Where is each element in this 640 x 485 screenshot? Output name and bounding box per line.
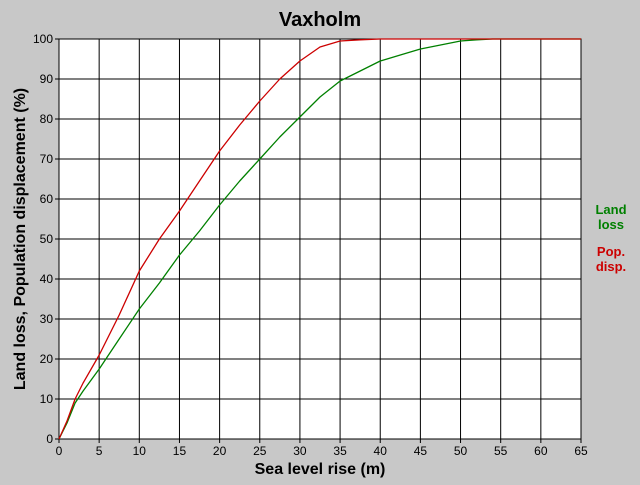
y-tick-label: 0 bbox=[46, 432, 53, 446]
x-tick-label: 50 bbox=[454, 444, 468, 458]
series-layer bbox=[58, 38, 581, 440]
chart-title: Vaxholm bbox=[279, 9, 361, 31]
y-tick-label: 10 bbox=[40, 392, 54, 406]
y-tick-label: 60 bbox=[40, 192, 54, 206]
legend-label: Land bbox=[595, 202, 626, 217]
y-tick-label: 80 bbox=[40, 112, 54, 126]
y-axis-label: Land loss, Population displacement (%) bbox=[12, 88, 29, 390]
x-tick-labels: 0 5 10 15 20 25 30 35 40 45 50 55 60 65 bbox=[56, 444, 588, 458]
y-tick-label: 30 bbox=[40, 312, 54, 326]
y-tick-label: 50 bbox=[40, 232, 54, 246]
y-tick-label: 90 bbox=[40, 72, 54, 86]
y-tick-labels: 0 10 20 30 40 50 60 70 80 90 100 bbox=[33, 32, 53, 446]
x-tick-label: 40 bbox=[374, 444, 388, 458]
y-tick-label: 40 bbox=[40, 272, 54, 286]
legend-label: loss bbox=[598, 217, 624, 232]
x-tick-label: 0 bbox=[56, 444, 63, 458]
x-tick-label: 35 bbox=[333, 444, 347, 458]
y-tick-label: 70 bbox=[40, 152, 54, 166]
x-tick-label: 20 bbox=[213, 444, 227, 458]
y-tick-label: 100 bbox=[33, 32, 53, 46]
x-tick-label: 5 bbox=[96, 444, 103, 458]
y-tick-label: 20 bbox=[40, 352, 54, 366]
legend-label: Pop. bbox=[597, 244, 625, 259]
x-tick-label: 45 bbox=[414, 444, 428, 458]
x-tick-label: 60 bbox=[534, 444, 548, 458]
x-tick-label: 55 bbox=[494, 444, 508, 458]
series-line-land-loss bbox=[58, 38, 581, 440]
x-tick-label: 30 bbox=[293, 444, 307, 458]
series-line-pop-disp bbox=[58, 38, 581, 440]
legend-label: disp. bbox=[596, 259, 626, 274]
x-tick-label: 25 bbox=[253, 444, 267, 458]
x-tick-label: 10 bbox=[133, 444, 147, 458]
grid bbox=[55, 38, 582, 443]
x-axis-label: Sea level rise (m) bbox=[255, 461, 386, 478]
x-tick-label: 15 bbox=[173, 444, 187, 458]
x-tick-label: 65 bbox=[574, 444, 588, 458]
